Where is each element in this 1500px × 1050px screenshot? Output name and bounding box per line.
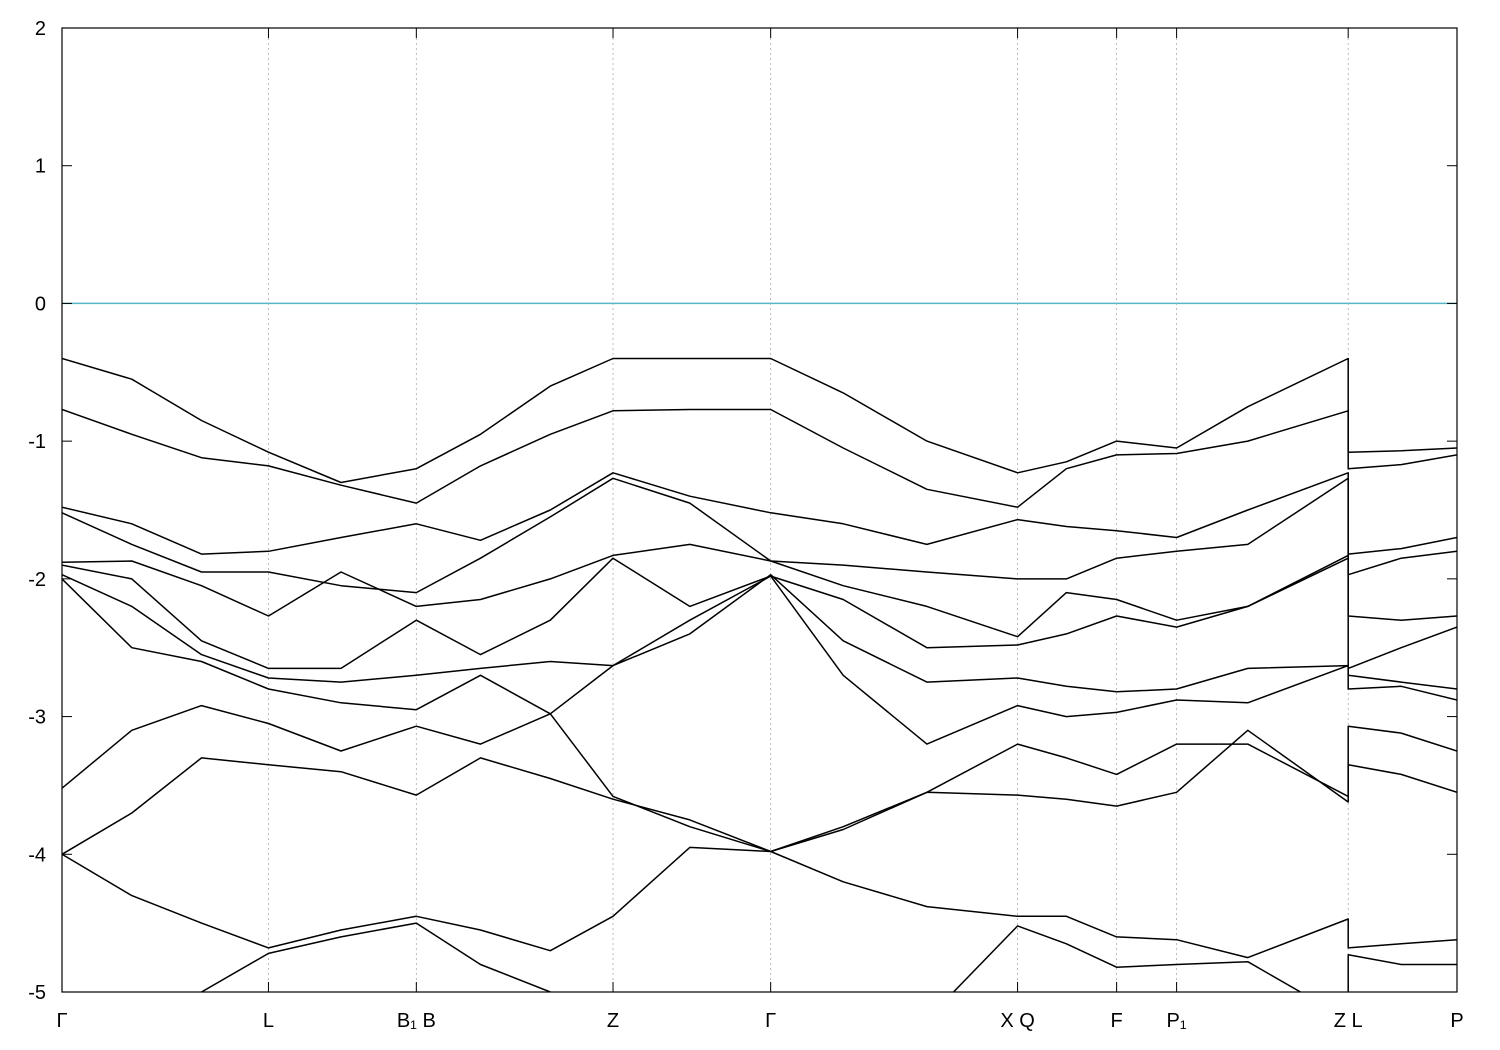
y-tick-label: 2 <box>35 18 46 40</box>
x-tick-label: P <box>1450 1010 1463 1032</box>
band <box>62 729 1457 855</box>
x-tick-label: B₁ B <box>397 1010 436 1032</box>
band <box>62 477 1457 594</box>
x-tick-label: P₁ <box>1167 1010 1187 1032</box>
grid <box>268 28 1349 992</box>
y-tick-label: -2 <box>28 569 46 591</box>
band <box>62 472 1457 555</box>
x-tick-label: Z <box>607 1010 619 1032</box>
y-tick-label: 1 <box>35 156 46 178</box>
bands <box>62 302 1457 992</box>
y-tick-label: 0 <box>35 293 46 315</box>
x-tick-label: X Q <box>1000 1010 1034 1032</box>
band <box>62 408 1457 508</box>
band <box>62 543 1457 638</box>
axes: -5 -4 -3 -2 -1 0 1 2 Γ L B₁ B Z Γ X Q F P₁ Z L P <box>28 18 1463 1032</box>
x-tick-label: Γ <box>765 1010 776 1032</box>
plot-frame <box>61 27 1458 993</box>
x-tick-label: Z L <box>1334 1010 1363 1032</box>
x-tick-label: F <box>1111 1010 1123 1032</box>
band <box>62 846 1457 959</box>
x-tick-label: L <box>263 1010 274 1032</box>
y-tick-label: -3 <box>28 707 46 729</box>
band <box>62 357 1457 484</box>
y-tick-label: -5 <box>28 982 46 1004</box>
band <box>62 557 1457 670</box>
band <box>62 575 1457 745</box>
y-tick-label: -1 <box>28 431 46 453</box>
y-tick-label: -4 <box>28 844 46 866</box>
band <box>62 704 1457 853</box>
band <box>62 573 1457 693</box>
band <box>200 922 1457 992</box>
x-tick-label: Γ <box>56 1010 67 1032</box>
